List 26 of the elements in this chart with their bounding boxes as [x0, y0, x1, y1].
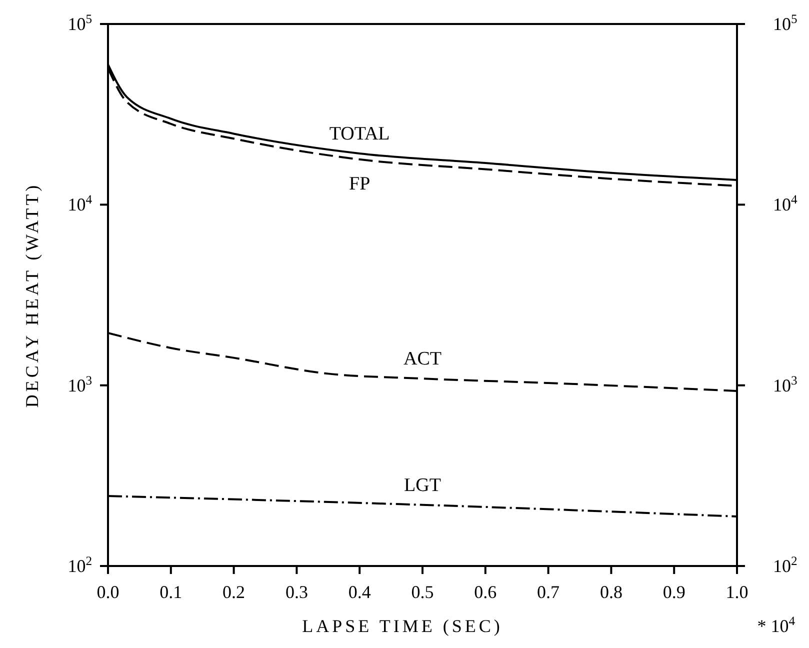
y-tick-label: 10$^{4}$	[68, 192, 93, 215]
text: 10$^{2}$	[773, 554, 798, 576]
y-axis-title: DECAY HEAT (WATT)	[22, 182, 42, 408]
x-tick-label: 0.4	[348, 582, 371, 602]
y-tick-label: 10$^{5}$	[68, 12, 92, 34]
x-tick-label: 0.7	[537, 582, 560, 602]
y-tick-label: 10$^{2}$	[68, 554, 92, 576]
text: 10$^{4}$	[773, 192, 798, 215]
series-label: LGT	[404, 474, 442, 496]
series-label: FP	[349, 173, 370, 194]
text: * 10$^{4}$	[757, 614, 796, 636]
x-tick-label: 0.0	[96, 582, 120, 602]
text: 10$^{5}$	[773, 12, 798, 34]
text: 10$^{3}$	[773, 373, 798, 396]
x-tick-label: 0.6	[474, 582, 497, 602]
x-tick-label: 1.0	[726, 582, 748, 602]
y-tick-label: 10$^{3}$	[68, 373, 92, 396]
x-axis-title: LAPSE TIME (SEC)	[302, 616, 503, 636]
x-tick-label: 0.3	[285, 582, 308, 602]
x-tick-label: 0.9	[662, 582, 686, 602]
x-tick-label: 0.5	[411, 582, 434, 602]
x-tick-label: 0.1	[160, 582, 182, 602]
x-tick-label: 0.8	[600, 582, 622, 602]
series-label: ACT	[404, 348, 442, 370]
series-label: TOTAL	[329, 123, 390, 144]
x-tick-label: 0.2	[222, 582, 246, 602]
